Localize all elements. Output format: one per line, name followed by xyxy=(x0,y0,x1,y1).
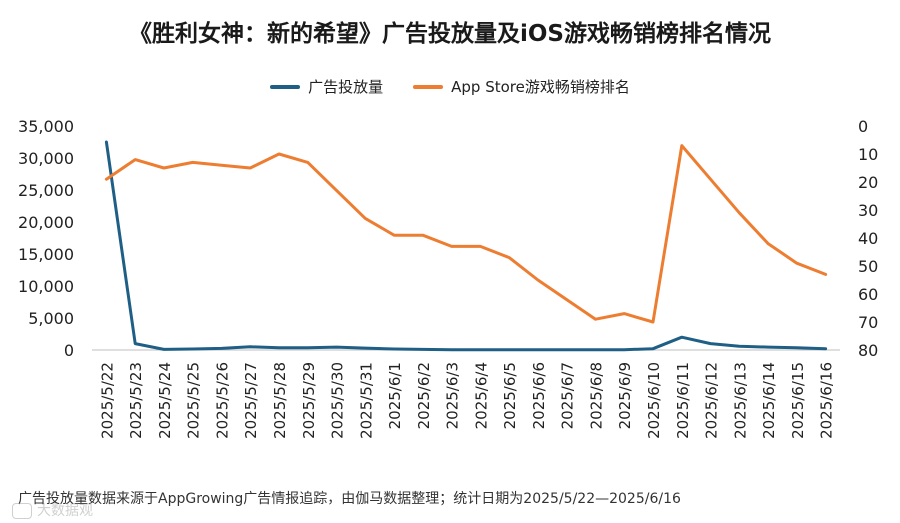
right-axis-tick-label: 50 xyxy=(858,257,878,276)
right-axis-tick-label: 80 xyxy=(858,341,878,360)
x-axis-tick-label: 2025/5/30 xyxy=(329,362,347,439)
left-axis-tick-label: 0 xyxy=(64,341,74,360)
x-axis-tick-label: 2025/6/3 xyxy=(444,362,462,429)
series-line-ad-volume xyxy=(104,140,828,352)
left-axis-tick-label: 25,000 xyxy=(18,181,74,200)
x-axis-tick-label: 2025/5/25 xyxy=(185,362,203,439)
x-axis-tick-label: 2025/6/9 xyxy=(616,362,634,429)
x-axis-tick-label: 2025/5/26 xyxy=(213,362,231,439)
legend-item-ad-volume: 广告投放量 xyxy=(270,76,383,97)
x-axis-tick-label: 2025/6/8 xyxy=(587,362,605,429)
x-axis-tick-label: 2025/6/2 xyxy=(415,362,433,429)
x-axis-tick-label: 2025/6/5 xyxy=(501,362,519,429)
x-axis-tick-label: 2025/6/14 xyxy=(760,362,778,439)
right-axis-tick-label: 60 xyxy=(858,285,878,304)
left-axis-tick-label: 15,000 xyxy=(18,245,74,264)
x-axis-tick-label: 2025/5/31 xyxy=(357,362,375,439)
x-axis-tick-label: 2025/5/29 xyxy=(300,362,318,439)
x-axis-tick-label: 2025/6/16 xyxy=(818,362,836,439)
watermark-logo-icon xyxy=(12,503,32,519)
watermark-text: 大数据观 xyxy=(37,503,93,519)
x-axis-tick-label: 2025/6/15 xyxy=(789,362,807,439)
left-axis-tick-label: 10,000 xyxy=(18,277,74,296)
legend: 广告投放量 App Store游戏畅销榜排名 xyxy=(0,76,900,97)
left-axis-tick-label: 35,000 xyxy=(18,117,74,136)
right-axis-tick-label: 40 xyxy=(858,229,878,248)
footer-note: 广告投放量数据来源于AppGrowing广告情报追踪，由伽马数据整理；统计日期为… xyxy=(18,491,681,507)
right-axis-tick-label: 70 xyxy=(858,313,878,332)
x-axis-tick-label: 2025/5/22 xyxy=(98,362,116,439)
series-line-rank xyxy=(104,144,828,324)
right-axis-tick-label: 30 xyxy=(858,201,878,220)
x-axis-tick-label: 2025/6/11 xyxy=(674,362,692,439)
x-axis-tick-label: 2025/6/12 xyxy=(703,362,721,439)
legend-swatch-rank xyxy=(413,84,444,89)
x-axis-tick-label: 2025/6/1 xyxy=(386,362,404,429)
legend-label-ad-volume: 广告投放量 xyxy=(308,78,384,96)
left-axis-tick-label: 30,000 xyxy=(18,149,74,168)
left-axis-tick-label: 20,000 xyxy=(18,213,74,232)
x-axis-tick-label: 2025/6/6 xyxy=(530,362,548,429)
right-axis-tick-label: 0 xyxy=(858,117,868,136)
x-axis-tick-label: 2025/6/4 xyxy=(472,362,490,429)
x-axis-tick-label: 2025/6/7 xyxy=(559,362,577,429)
left-axis-tick-label: 5,000 xyxy=(28,309,74,328)
x-axis-tick-label: 2025/6/13 xyxy=(731,362,749,439)
x-axis-tick-label: 2025/5/23 xyxy=(127,362,145,439)
x-axis-tick-label: 2025/5/27 xyxy=(242,362,260,439)
right-axis-tick-label: 10 xyxy=(858,145,878,164)
legend-label-rank: App Store游戏畅销榜排名 xyxy=(451,78,630,96)
x-axis-tick-label: 2025/5/24 xyxy=(156,362,174,439)
chart-title: 《胜利女神：新的希望》广告投放量及iOS游戏畅销榜排名情况 xyxy=(128,21,771,47)
watermark: 大数据观 xyxy=(12,500,93,520)
x-axis-tick-label: 2025/6/10 xyxy=(645,362,663,439)
x-axis-tick-label: 2025/5/28 xyxy=(271,362,289,439)
right-axis-tick-label: 20 xyxy=(858,173,878,192)
legend-item-rank: App Store游戏畅销榜排名 xyxy=(413,76,630,97)
legend-swatch-ad-volume xyxy=(270,84,301,89)
